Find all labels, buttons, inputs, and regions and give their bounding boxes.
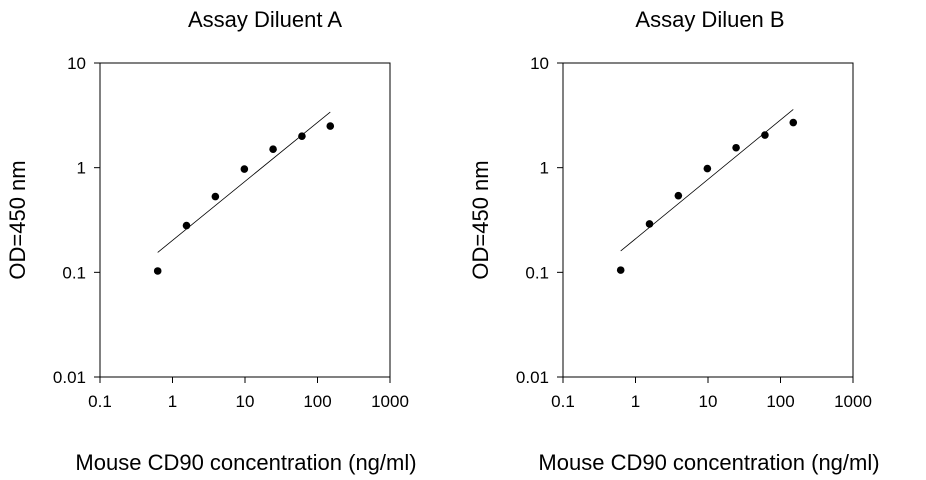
y-tick-label: 0.01	[516, 368, 549, 387]
y-tick-label: 0.1	[62, 263, 86, 282]
x-tick-label: 1000	[834, 392, 872, 411]
x-tick-label: 1	[631, 392, 640, 411]
y-tick-label: 0.1	[525, 263, 549, 282]
data-point	[732, 143, 740, 152]
y-tick-label: 1	[540, 159, 549, 178]
data-point	[240, 165, 249, 173]
x-axis-label: Mouse CD90 concentration (ng/ml)	[538, 450, 879, 475]
data-point	[789, 118, 798, 127]
fit-line	[620, 109, 794, 252]
chart-title: Assay Diluent A	[188, 7, 342, 32]
data-point	[298, 132, 306, 140]
data-point	[182, 221, 191, 230]
fit-line	[157, 111, 331, 253]
x-tick-label: 10	[699, 392, 718, 411]
fit-line-group	[157, 111, 331, 253]
x-axis-label: Mouse CD90 concentration (ng/ml)	[75, 450, 416, 475]
data-point	[645, 220, 654, 228]
x-tick-label: 100	[303, 392, 331, 411]
x-tick-label: 100	[766, 392, 794, 411]
data-point	[703, 164, 712, 173]
data-point	[153, 267, 162, 275]
x-tick-label: 0.1	[88, 392, 112, 411]
chart-panel-a: Assay Diluent A OD=450 nm Mouse CD90 con…	[5, 7, 417, 475]
y-axis-label: OD=450 nm	[5, 160, 30, 279]
x-tick-label: 1000	[371, 392, 409, 411]
chart-title: Assay Diluen B	[635, 7, 784, 32]
y-tick-label: 10	[67, 54, 86, 73]
data-point	[326, 122, 335, 130]
data-point	[674, 191, 683, 200]
fit-line-group	[620, 109, 794, 252]
plot-frame	[99, 62, 391, 378]
x-tick-label: 1	[168, 392, 177, 411]
y-tick-label: 1	[77, 159, 86, 178]
axis-ticks	[94, 62, 391, 383]
axis-ticks	[557, 62, 854, 383]
y-axis-label: OD=450 nm	[468, 160, 493, 279]
data-point	[211, 192, 220, 201]
data-point	[761, 131, 769, 139]
data-point	[616, 266, 625, 274]
x-tick-label: 0.1	[551, 392, 575, 411]
y-tick-label: 10	[530, 54, 549, 73]
data-points	[616, 118, 798, 274]
y-tick-label: 0.01	[53, 368, 86, 387]
data-points	[153, 122, 335, 275]
data-point	[269, 145, 277, 154]
plot-frame	[562, 62, 854, 378]
x-tick-label: 10	[236, 392, 255, 411]
chart-panel-b: Assay Diluen B OD=450 nm Mouse CD90 conc…	[468, 7, 880, 475]
